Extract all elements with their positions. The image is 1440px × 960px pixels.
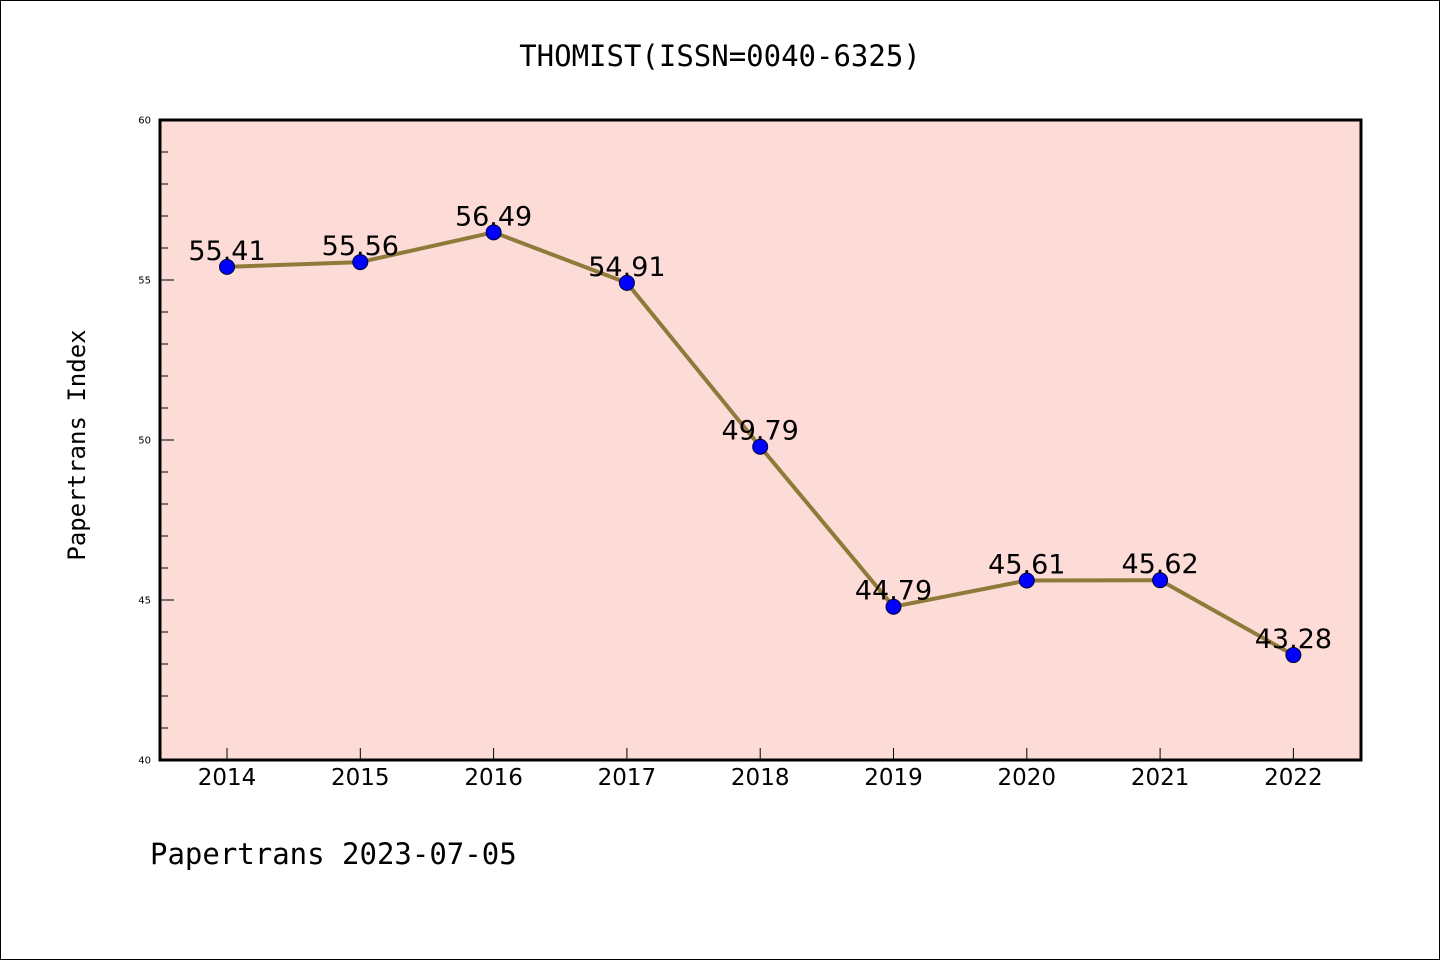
data-label: 45.62	[1121, 549, 1198, 580]
data-label: 56.49	[455, 201, 532, 232]
data-label: 55.56	[322, 231, 399, 262]
data-point	[1285, 647, 1302, 664]
x-tick-label: 2021	[1131, 765, 1190, 791]
x-axis: 2014 2015 2016 2017 2018 2019 2020 2021 2022	[198, 748, 1323, 791]
y-tick-label: 60	[138, 116, 151, 127]
data-label: 49.79	[722, 416, 799, 447]
x-tick-label: 2017	[598, 765, 657, 791]
x-tick-label: 2014	[198, 765, 257, 791]
data-label: 55.41	[188, 236, 265, 267]
data-label: 44.79	[855, 576, 932, 607]
plot-frame	[158, 118, 1363, 762]
y-tick-label: 50	[138, 436, 151, 447]
x-tick-label: 2022	[1264, 765, 1323, 791]
x-tick-label: 2016	[464, 765, 523, 791]
data-point	[219, 258, 235, 275]
data-point	[752, 438, 769, 455]
y-axis-label: Papertrans Index	[63, 329, 91, 560]
x-tick-label: 2015	[331, 765, 390, 791]
data-point	[1018, 572, 1035, 589]
series-markers	[219, 224, 1302, 664]
data-labels: 55.41 55.56 56.49 54.91 49.79 44.79 45.61 45.62…	[188, 201, 1332, 655]
data-point	[618, 274, 635, 291]
data-point	[1152, 572, 1169, 589]
data-label: 45.61	[988, 549, 1065, 580]
y-tick-label: 55	[138, 276, 151, 287]
chart-title: THOMIST(ISSN=0040-6325)	[519, 39, 921, 73]
x-tick-label: 2020	[998, 765, 1057, 791]
y-tick-label: 45	[138, 596, 151, 607]
data-point	[352, 254, 369, 271]
footer-label: Papertrans 2023-07-05	[150, 837, 517, 871]
data-label: 54.91	[588, 252, 665, 283]
data-point	[485, 224, 502, 241]
x-tick-label: 2018	[731, 765, 790, 791]
y-tick-label: 40	[138, 756, 151, 767]
data-point	[885, 598, 902, 615]
data-label: 43.28	[1255, 624, 1332, 655]
x-tick-label: 2019	[864, 765, 923, 791]
